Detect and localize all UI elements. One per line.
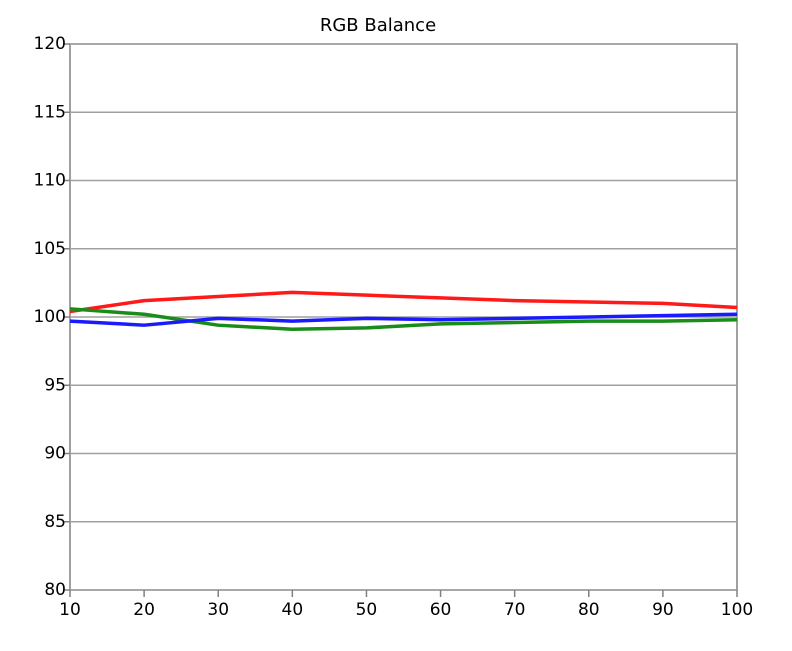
y-tick-label: 95 — [44, 375, 66, 395]
x-tick-label: 50 — [356, 600, 378, 620]
x-tick-label: 20 — [133, 600, 155, 620]
y-tick-label: 120 — [34, 34, 66, 54]
chart-title: RGB Balance — [320, 15, 436, 36]
x-tick-label: 80 — [578, 600, 600, 620]
y-tick-label: 80 — [44, 580, 66, 600]
x-tick-label: 30 — [207, 600, 229, 620]
y-tick-label: 110 — [34, 171, 66, 191]
y-tick-label: 100 — [34, 307, 66, 327]
x-tick-label: 60 — [430, 600, 452, 620]
y-tick-label: 85 — [44, 512, 66, 532]
x-tick-label: 100 — [721, 600, 753, 620]
y-tick-label: 105 — [34, 239, 66, 259]
x-tick-label: 90 — [652, 600, 674, 620]
x-tick-label: 10 — [59, 600, 81, 620]
y-tick-label: 90 — [44, 444, 66, 464]
x-tick-label: 40 — [282, 600, 304, 620]
y-tick-label: 115 — [34, 102, 66, 122]
series-line — [69, 290, 738, 314]
x-tick-label: 70 — [504, 600, 526, 620]
series-line — [69, 312, 738, 327]
series-line — [69, 307, 738, 332]
